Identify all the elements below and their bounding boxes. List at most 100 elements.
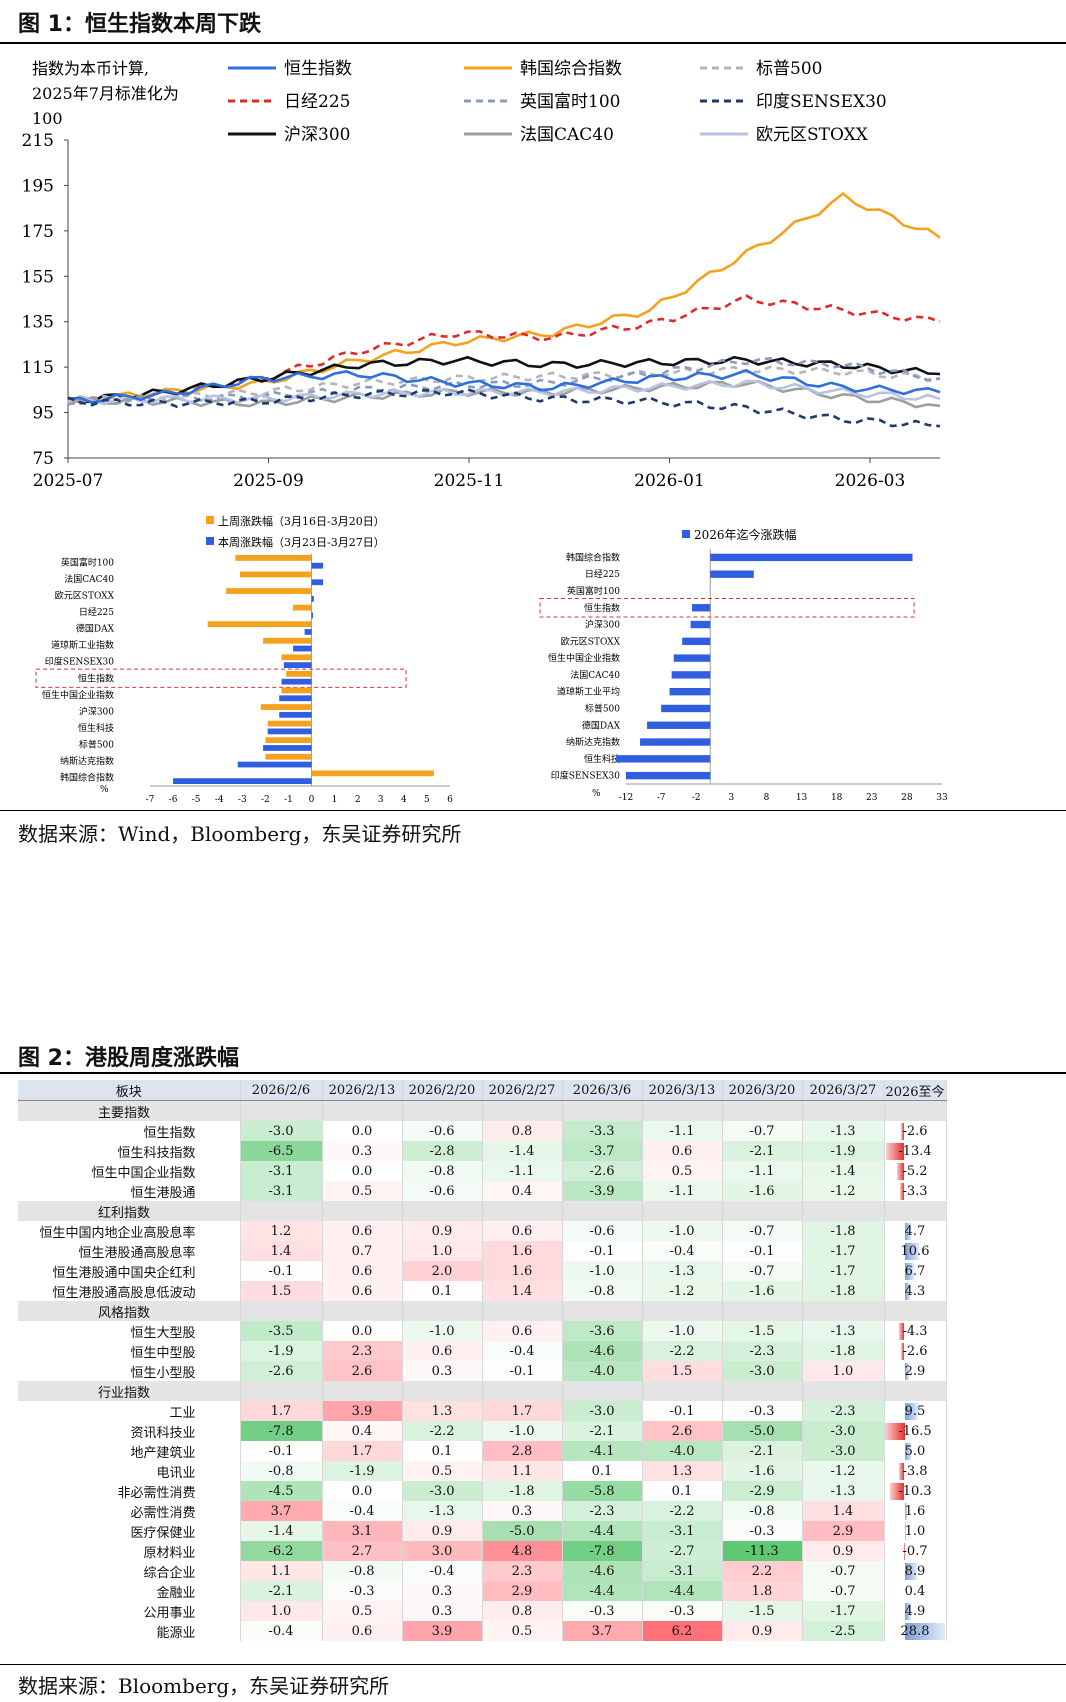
value-cell: 0.3	[402, 1361, 483, 1381]
value-cell: 1.7	[240, 1401, 323, 1421]
x-tick-label: 6	[447, 795, 453, 804]
value-cell: -1.6	[722, 1281, 803, 1301]
x-tick-label: -3	[238, 795, 247, 804]
table-row: 恒生指数 -3.0 0.0 -0.6 0.8 -3.3 -1.1 -0.7 -1.3 -2.6	[18, 1121, 947, 1141]
value-cell: 2.9	[482, 1581, 563, 1601]
value-cell: 0.6	[482, 1321, 563, 1341]
x-tick-label: -4	[215, 795, 224, 804]
value-cell: -7.8	[562, 1541, 643, 1561]
category-label: 纳斯达克指数	[566, 736, 620, 748]
group-filler-cell	[722, 1201, 803, 1221]
value-cell: -1.8	[802, 1221, 885, 1241]
value-cell: -0.7	[802, 1581, 885, 1601]
ytd-cell: -13.4	[884, 1141, 947, 1161]
ytd-databar	[904, 1223, 912, 1240]
value-cell: -0.3	[722, 1521, 803, 1541]
value-cell: 3.0	[402, 1541, 483, 1561]
ytd-value: 28.8	[900, 1623, 930, 1639]
group-filler-cell	[402, 1100, 483, 1121]
bar-curr	[311, 562, 324, 569]
group-filler-cell	[322, 1381, 403, 1401]
series-line-7	[67, 368, 941, 404]
row-name: 恒生港股通中国央企红利	[18, 1261, 241, 1281]
group-filler-cell	[240, 1100, 323, 1121]
column-header: 2026/2/20	[402, 1080, 483, 1101]
group-filler-cell	[722, 1100, 803, 1121]
value-cell: 4.8	[482, 1541, 563, 1561]
value-cell: -1.8	[482, 1481, 563, 1501]
column-header: 2026/3/20	[722, 1080, 803, 1101]
bar-curr	[311, 595, 314, 602]
value-cell: -1.3	[802, 1321, 885, 1341]
y-tick-label: 155	[22, 267, 54, 287]
figure-1-top-rule	[0, 42, 1066, 44]
category-label: 韩国综合指数	[566, 551, 620, 563]
ytd-databar	[904, 1583, 906, 1600]
value-cell: -1.3	[802, 1121, 885, 1141]
table-row: 公用事业 1.0 0.5 0.3 0.8 -0.3 -0.3 -1.5 -1.7 4.9	[18, 1601, 947, 1621]
value-cell: -1.7	[802, 1261, 885, 1281]
figure-2-top-rule	[0, 1072, 1066, 1074]
ytd-cell: 5.0	[884, 1441, 947, 1461]
ytd-cell: 4.3	[884, 1281, 947, 1301]
table-row: 恒生中型股 -1.9 2.3 0.6 -0.4 -4.6 -2.2 -2.3 -1.8 -2.6	[18, 1341, 947, 1361]
value-cell: -3.1	[642, 1561, 723, 1581]
ytd-databar	[900, 1343, 905, 1360]
x-tick-label: 23	[866, 793, 878, 803]
table-row: 恒生港股通中国央企红利 -0.1 0.6 2.0 1.6 -1.0 -1.3 -0.7 -1.7…	[18, 1261, 947, 1281]
bar-curr	[281, 678, 312, 685]
table-row: 非必需性消费 -4.5 0.0 -3.0 -1.8 -5.8 0.1 -2.9 -1.3 -10.…	[18, 1481, 947, 1501]
value-cell: -3.0	[802, 1421, 885, 1441]
series-line-1	[67, 294, 941, 405]
ytd-databar	[885, 1143, 905, 1160]
x-tick-label: 3	[728, 793, 734, 803]
weekly-change-table: 板块 2026/2/6 2026/2/13 2026/2/20 2026/2/27 202…	[18, 1080, 947, 1641]
value-cell: -4.6	[562, 1341, 643, 1361]
value-cell: 0.8	[482, 1121, 563, 1141]
category-label: 印度SENSEX30	[551, 770, 620, 782]
value-cell: 0.0	[322, 1321, 403, 1341]
table-row: 恒生小型股 -2.6 2.6 0.3 -0.1 -4.0 1.5 -3.0 1.0 2.9	[18, 1361, 947, 1381]
value-cell: 2.9	[802, 1521, 885, 1541]
value-cell: 0.6	[482, 1221, 563, 1241]
value-cell: -4.4	[642, 1581, 723, 1601]
value-cell: -0.7	[802, 1561, 885, 1581]
x-tick-label: 18	[831, 793, 843, 803]
value-cell: -0.8	[562, 1281, 643, 1301]
row-name: 恒生小型股	[18, 1361, 241, 1381]
series-line-2	[67, 355, 941, 404]
value-cell: -1.3	[642, 1261, 723, 1281]
row-name: 恒生中型股	[18, 1341, 241, 1361]
value-cell: 0.5	[402, 1461, 483, 1481]
value-cell: -1.2	[642, 1281, 723, 1301]
table-row: 恒生港股通高股息率 1.4 0.7 1.0 1.6 -0.1 -0.4 -0.1 -1.7 10.…	[18, 1241, 947, 1261]
value-cell: -1.4	[240, 1521, 323, 1541]
column-header: 2026至今	[884, 1080, 947, 1101]
row-name: 金融业	[18, 1581, 241, 1601]
value-cell: 0.4	[482, 1181, 563, 1201]
category-label: 恒生科技	[584, 753, 620, 765]
series-line-5	[67, 379, 941, 409]
table-row: 资讯科技业 -7.8 0.4 -2.2 -1.0 -2.1 2.6 -5.0 -3.0 -16.5	[18, 1421, 947, 1441]
table-row: 地产建筑业 -0.1 1.7 0.1 2.8 -4.1 -4.0 -2.1 -3.0 5.0	[18, 1441, 947, 1461]
value-cell: 0.9	[402, 1221, 483, 1241]
value-cell: -2.1	[240, 1581, 323, 1601]
value-cell: 1.4	[482, 1281, 563, 1301]
value-cell: 2.3	[322, 1341, 403, 1361]
group-filler-cell	[562, 1301, 643, 1321]
ytd-cell: 8.9	[884, 1561, 947, 1581]
group-filler-cell	[322, 1301, 403, 1321]
category-label: 英国富时100	[61, 556, 114, 568]
ytd-cell: 4.7	[884, 1221, 947, 1241]
row-name: 资讯科技业	[18, 1421, 241, 1441]
ytd-cell: -2.6	[884, 1121, 947, 1141]
bar-ytd	[682, 637, 711, 646]
group-filler-cell	[482, 1301, 563, 1321]
x-tick-label: 2025-07	[33, 471, 104, 491]
ytd-cell: 28.8	[884, 1621, 947, 1641]
x-tick-label: 8	[764, 793, 770, 803]
value-cell: -0.1	[482, 1361, 563, 1381]
value-cell: -4.5	[240, 1481, 323, 1501]
value-cell: 1.5	[240, 1281, 323, 1301]
value-cell: 1.6	[482, 1241, 563, 1261]
